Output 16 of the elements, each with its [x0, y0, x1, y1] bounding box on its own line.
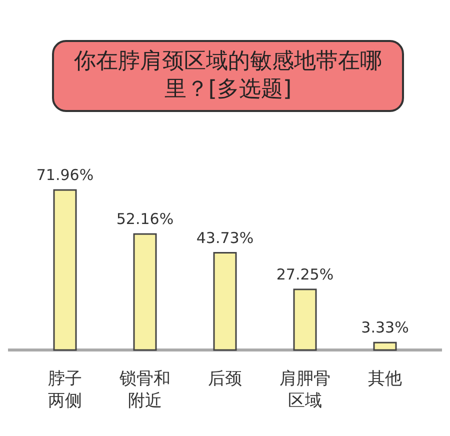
data-label: 52.16%	[116, 210, 174, 228]
x-tick-label: 后颈	[208, 369, 242, 389]
data-label: 27.25%	[276, 265, 334, 284]
chart-title: 你在脖肩颈区域的敏感地带在哪里？[多选题]	[52, 40, 404, 112]
bar	[133, 233, 157, 351]
x-tick-label: 锁骨和附近	[118, 369, 170, 411]
data-label: 43.73%	[196, 228, 254, 247]
data-label: 71.96%	[36, 166, 94, 184]
x-tick-label: 肩胛骨区域	[280, 369, 330, 411]
bar	[373, 342, 397, 351]
bar	[213, 252, 237, 351]
bar	[293, 288, 317, 351]
bar	[53, 189, 77, 351]
data-label: 3.33%	[361, 318, 409, 337]
x-tick-label: 其他	[368, 369, 402, 389]
x-tick-label: 脖子两侧	[48, 369, 82, 411]
